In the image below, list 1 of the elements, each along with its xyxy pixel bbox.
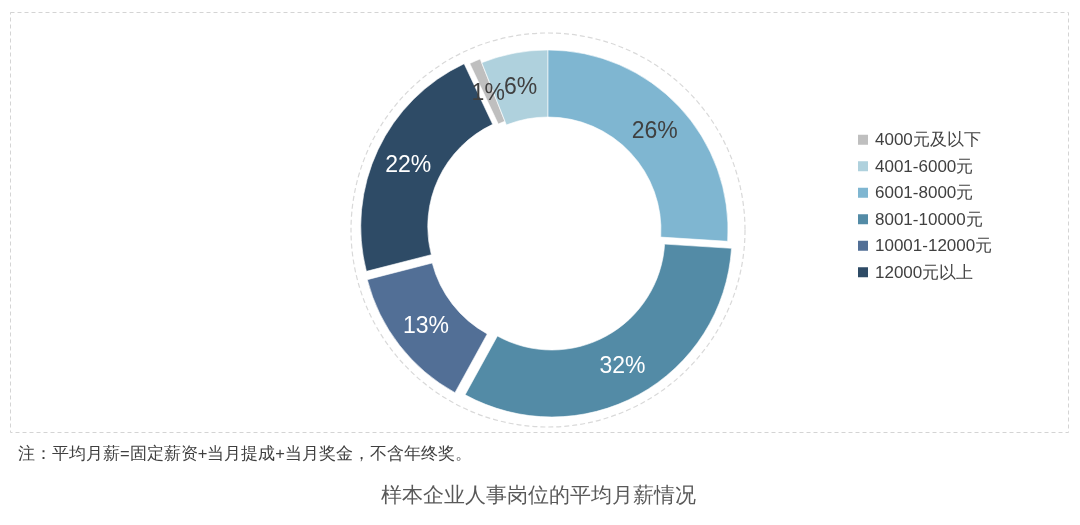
title: 样本企业人事岗位的平均月薪情况 [380,483,696,506]
